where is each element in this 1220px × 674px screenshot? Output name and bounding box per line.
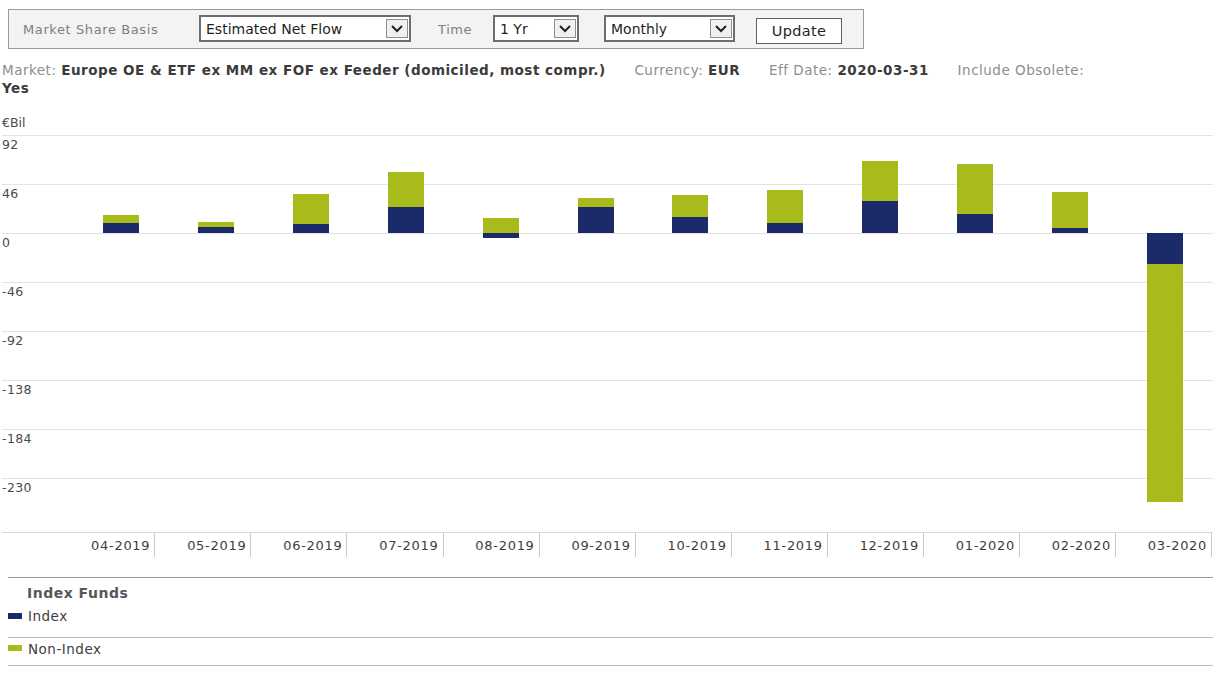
gridline — [2, 478, 1213, 479]
x-axis-line — [2, 532, 1213, 533]
include-obsolete-label: Include Obsolete: — [958, 62, 1085, 78]
eff-date-value: 2020-03-31 — [837, 62, 928, 78]
bar-segment-non-index — [103, 215, 139, 224]
legend-top-divider — [8, 577, 1213, 578]
legend-item-non-index: Non-Index — [28, 641, 101, 657]
bar-segment-non-index — [388, 172, 424, 207]
y-tick-label: -46 — [2, 284, 24, 299]
x-tick-label: 02-2020 — [1020, 538, 1111, 553]
bar-segment-non-index — [578, 198, 614, 208]
market-share-basis-value: Estimated Net Flow — [201, 21, 386, 37]
gridline — [2, 282, 1213, 283]
eff-date-label: Eff Date: — [769, 62, 833, 78]
market-info: Market: Europe OE & ETF ex MM ex FOF ex … — [2, 61, 1212, 97]
y-tick-label: -230 — [2, 480, 32, 495]
bar-segment-non-index — [767, 190, 803, 223]
bar-segment-index — [672, 217, 708, 233]
x-tick-label: 01-2020 — [924, 538, 1015, 553]
y-tick-label: 46 — [2, 186, 19, 201]
time-value: 1 Yr — [495, 21, 554, 37]
gridline — [2, 184, 1213, 185]
bar-segment-index — [198, 227, 234, 233]
chevron-down-icon[interactable] — [710, 19, 732, 38]
gridline — [2, 233, 1213, 234]
toolbar: Market Share Basis Estimated Net Flow Ti… — [8, 9, 864, 49]
frequency-value: Monthly — [606, 21, 710, 37]
currency-label: Currency: — [634, 62, 703, 78]
market-share-basis-select[interactable]: Estimated Net Flow — [199, 15, 411, 42]
bar-segment-index — [862, 201, 898, 233]
x-tick-label: 12-2019 — [828, 538, 919, 553]
x-tick-label: 06-2019 — [251, 538, 342, 553]
bar-segment-index — [388, 207, 424, 233]
bar-segment-non-index — [672, 195, 708, 217]
market-share-basis-label: Market Share Basis — [23, 22, 158, 37]
y-tick-label: -184 — [2, 431, 32, 446]
bar-segment-non-index — [957, 164, 993, 214]
x-tick-divider — [1211, 532, 1212, 557]
chevron-down-icon[interactable] — [554, 19, 576, 38]
bar-segment-index — [767, 223, 803, 233]
bar-segment-index — [1147, 233, 1183, 264]
bar-segment-index — [1052, 228, 1088, 233]
non-index-swatch — [8, 645, 22, 651]
x-tick-label: 03-2020 — [1116, 538, 1207, 553]
y-tick-label: -138 — [2, 382, 32, 397]
index-swatch — [8, 613, 22, 619]
market-info-line2: Yes — [2, 79, 1212, 97]
bar-segment-index — [957, 214, 993, 233]
bar-segment-index — [483, 233, 519, 238]
y-tick-label: 92 — [2, 137, 19, 152]
update-button[interactable]: Update — [756, 18, 842, 44]
gridline — [2, 380, 1213, 381]
bar-segment-index — [293, 224, 329, 233]
bar-segment-index — [103, 223, 139, 233]
x-tick-label: 08-2019 — [444, 538, 535, 553]
currency-value: EUR — [708, 62, 740, 78]
bar-segment-non-index — [1052, 192, 1088, 228]
x-tick-label: 05-2019 — [155, 538, 246, 553]
include-obsolete-value: Yes — [2, 80, 29, 96]
bar-segment-non-index — [862, 161, 898, 201]
bar-segment-non-index — [483, 218, 519, 233]
bar-segment-non-index — [293, 194, 329, 225]
y-tick-label: 0 — [2, 235, 10, 250]
gridline — [2, 135, 1213, 136]
plot: 92 46 0 -46 -92 -138 -184 -230 04-2019 05-2019 06-… — [0, 110, 1220, 575]
x-tick-label: 07-2019 — [348, 538, 439, 553]
legend-divider — [8, 637, 1213, 638]
bar-segment-non-index — [1147, 264, 1183, 502]
time-select[interactable]: 1 Yr — [493, 15, 579, 42]
gridline — [2, 429, 1213, 430]
x-tick-label: 10-2019 — [636, 538, 727, 553]
bar-segment-non-index — [198, 222, 234, 226]
legend-bottom-divider — [8, 665, 1213, 666]
y-tick-label: -92 — [2, 333, 24, 348]
x-tick-label: 04-2019 — [59, 538, 150, 553]
frequency-select[interactable]: Monthly — [604, 15, 735, 42]
legend-title: Index Funds — [27, 585, 128, 601]
chevron-down-icon[interactable] — [386, 19, 408, 38]
gridline — [2, 331, 1213, 332]
time-label: Time — [438, 22, 472, 37]
chart-area: €Bil 92460-46-92-138-184-23004-201905-20… — [0, 110, 1220, 575]
x-tick-label: 11-2019 — [732, 538, 823, 553]
legend-item-index: Index — [28, 608, 68, 624]
bar-segment-index — [578, 207, 614, 233]
market-label: Market: — [2, 62, 56, 78]
x-tick-label: 09-2019 — [540, 538, 631, 553]
market-value: Europe OE & ETF ex MM ex FOF ex Feeder (… — [61, 62, 605, 78]
market-info-line1: Market: Europe OE & ETF ex MM ex FOF ex … — [2, 61, 1212, 79]
